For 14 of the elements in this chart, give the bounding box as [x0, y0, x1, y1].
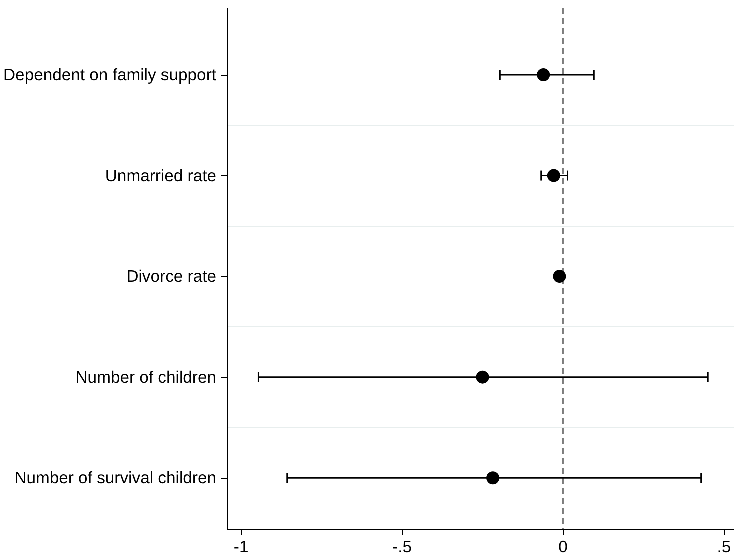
y-tick-label: Number of survival children: [14, 468, 217, 488]
y-tick-label: Divorce rate: [126, 267, 217, 286]
point: [547, 169, 560, 182]
point: [476, 370, 490, 384]
x-tick-label: 0: [558, 538, 568, 555]
point: [486, 472, 500, 485]
y-tick-label: Unmarried rate: [105, 166, 217, 186]
point: [537, 68, 550, 82]
y-tick-label: Dependent on family support: [4, 66, 217, 85]
x-tick-label: .5: [717, 538, 732, 555]
y-tick-label: Number of children: [76, 368, 217, 387]
x-tick-label: -.5: [392, 538, 412, 555]
point: [553, 270, 566, 284]
x-tick-label: -1: [234, 538, 249, 555]
